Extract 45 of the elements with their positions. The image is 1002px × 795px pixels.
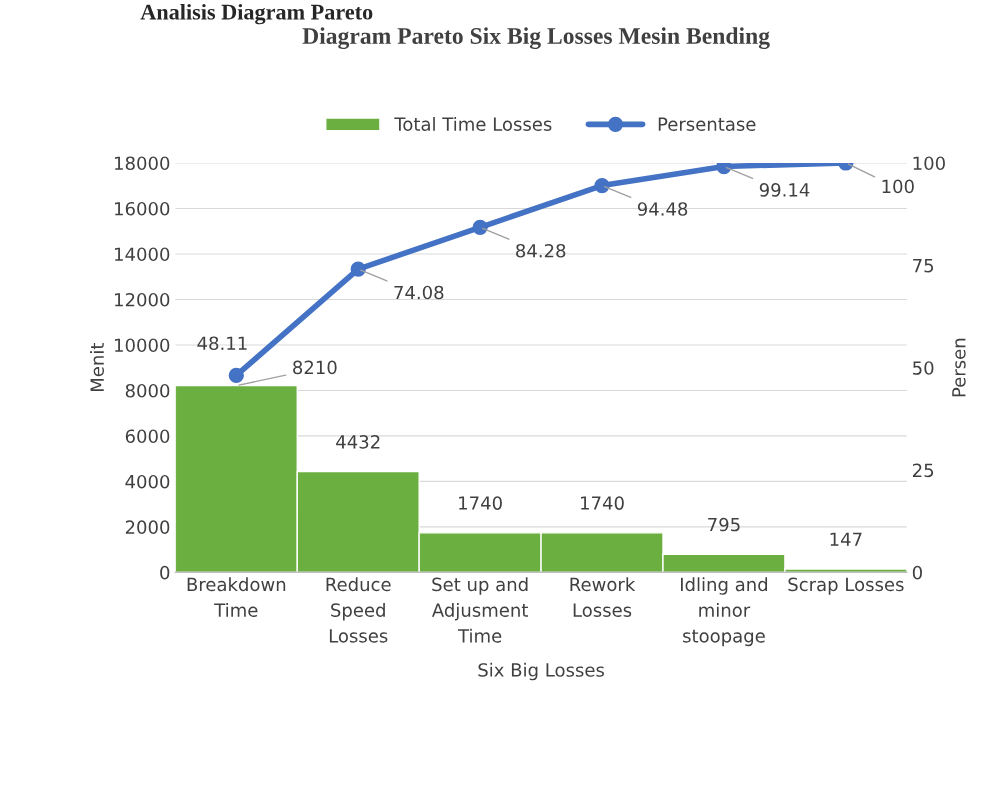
y-tick-label: 6000: [125, 429, 170, 444]
y-tick-label: 8000: [125, 383, 170, 398]
data-label: 99.14: [759, 183, 810, 197]
y2-axis-title: Persen: [952, 338, 966, 397]
y2-tick-label: 0: [912, 565, 922, 580]
y-tick-label: 2000: [125, 520, 170, 535]
x-tick-label: Reduce Speed Losses: [326, 577, 391, 643]
x-tick-label: Idling and minor stoopage: [681, 577, 768, 647]
y-tick-label: 18000: [115, 156, 170, 171]
y2-tick-label: 75: [913, 259, 934, 273]
y2-tick-label: 100: [913, 156, 945, 171]
point: [472, 219, 488, 235]
point: [594, 177, 610, 194]
data-label: 100: [882, 179, 914, 194]
data-label: 74.08: [394, 285, 444, 300]
data-label: 94.48: [637, 202, 688, 216]
x-tick-label: Scrap Losses: [788, 577, 904, 595]
point: [350, 261, 366, 277]
y-tick-label: 14000: [115, 247, 170, 262]
x-tick-label: Set up and Adjusment Time: [431, 577, 528, 643]
data-label: 84.28: [516, 243, 566, 258]
legend-label: Persentase: [658, 117, 756, 131]
x-tick-label: Breakdown Time: [187, 577, 286, 617]
x-axis-title: Six Big Losses: [478, 662, 605, 681]
legend-label: Total Time Losses: [394, 116, 552, 131]
y-tick-label: 10000: [115, 338, 170, 353]
data-label: 4432: [336, 434, 380, 449]
chart-title: Diagram Pareto Six Big Losses Mesin Bending: [302, 27, 770, 49]
data-label: 1740: [459, 496, 502, 510]
text: Analisis Diagram Pareto: [140, 3, 373, 25]
y-tick-label: 16000: [115, 201, 170, 216]
y-axis-title: Menit: [90, 343, 104, 392]
data-label: 8210: [293, 360, 337, 375]
data-label: 1740: [581, 496, 624, 510]
y-tick-label: 12000: [115, 292, 170, 307]
y-tick-label: 4000: [125, 474, 170, 489]
y2-tick-label: 25: [912, 463, 934, 478]
x-tick-label: Rework Losses: [570, 577, 636, 617]
y-tick-label: 0: [160, 565, 170, 580]
y2-tick-label: 50: [913, 361, 934, 375]
data-label: 147: [830, 532, 862, 546]
data-label: 795: [708, 517, 740, 532]
point: [716, 162, 732, 175]
point: [228, 367, 244, 384]
data-label: 48.11: [197, 336, 247, 351]
